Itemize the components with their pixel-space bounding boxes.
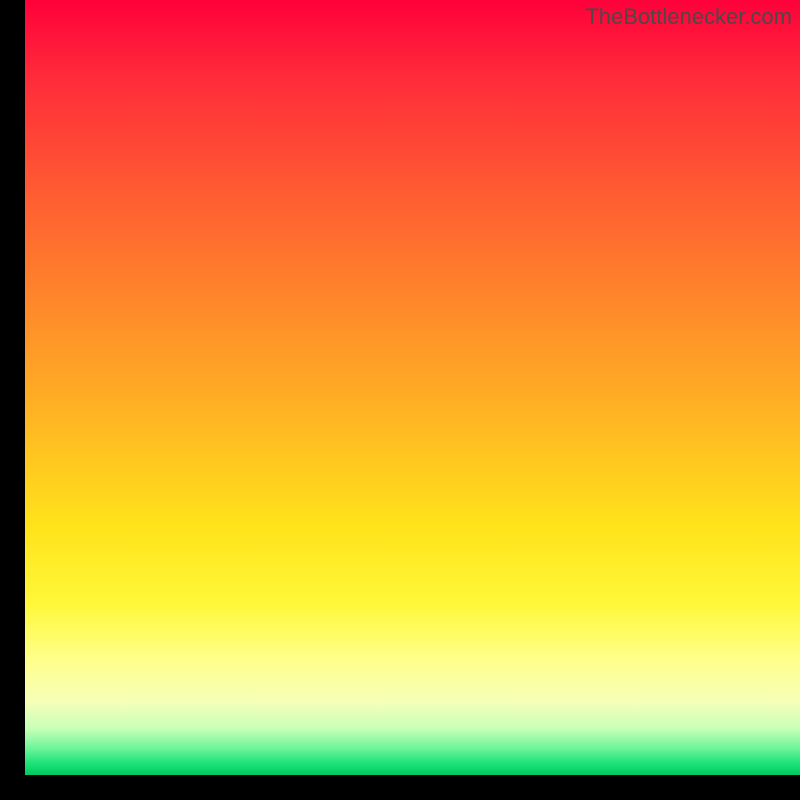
gradient-background [25, 0, 800, 775]
chart-root: TheBottlenecker.com [0, 0, 800, 800]
plot-area [25, 0, 800, 775]
watermark-text: TheBottlenecker.com [585, 4, 792, 30]
